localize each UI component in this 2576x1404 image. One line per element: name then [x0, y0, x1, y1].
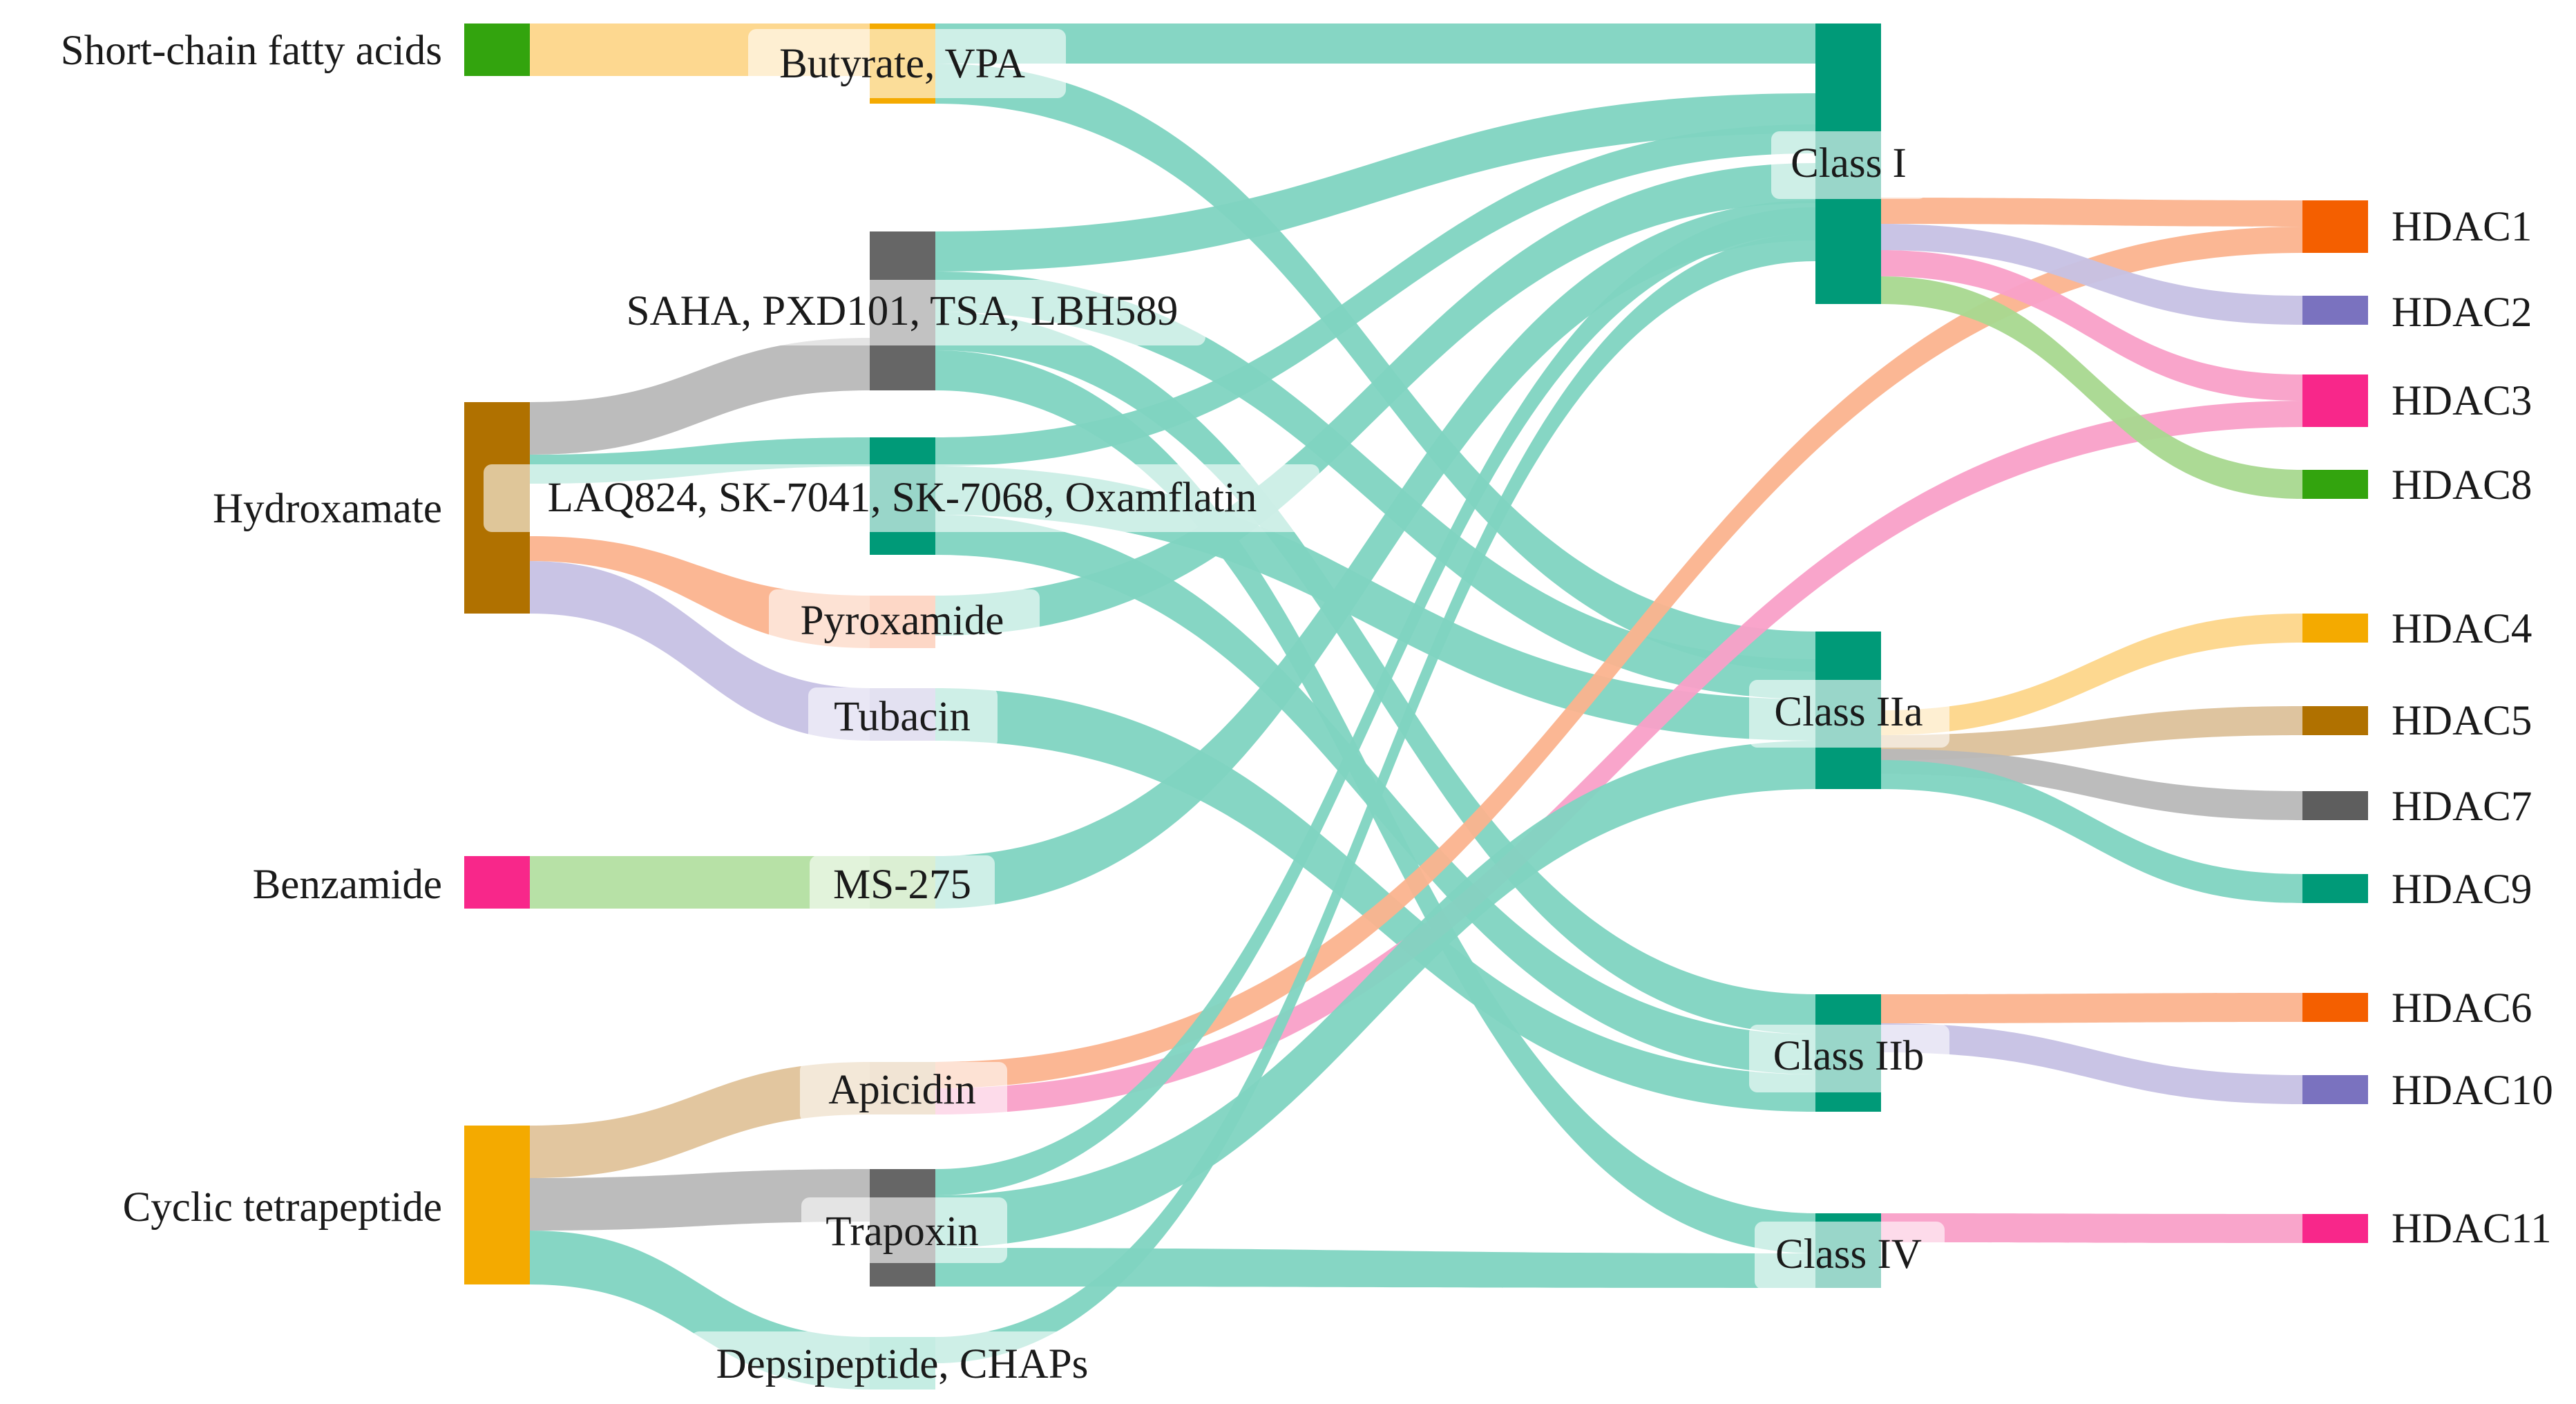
label-apicidin: Apicidin	[828, 1067, 975, 1113]
link-laq-to-c2a	[935, 466, 1815, 741]
link-cyclic-to-trapoxin	[530, 1169, 870, 1231]
label-bg-pyroxamide	[769, 589, 1040, 655]
link-saha-to-c1	[935, 93, 1815, 272]
node-hdac2	[2302, 296, 2368, 325]
label-bg-class-iia	[1749, 680, 1949, 748]
label-benzamide: Benzamide	[253, 862, 442, 908]
link-saha-to-c2b	[935, 312, 1815, 1034]
label-bg-tubacin	[808, 687, 998, 748]
link-c1-to-h8	[1881, 276, 2302, 499]
link-saha-to-c2a	[935, 272, 1815, 699]
link-butyrate-to-c1	[935, 23, 1815, 64]
label-hdac3: HDAC3	[2392, 378, 2532, 424]
label-saha-pxd101-tsa-lbh589: SAHA, PXD101, TSA, LBH589	[627, 288, 1179, 334]
label-pyroxamide: Pyroxamide	[801, 598, 1004, 644]
link-benz-to-ms275	[530, 856, 870, 909]
link-c4-to-h11	[1881, 1213, 2302, 1243]
link-apicidin-to-h3	[935, 401, 2302, 1114]
label-hydroxamate: Hydroxamate	[213, 486, 442, 532]
label-hdac8: HDAC8	[2392, 462, 2532, 509]
node-hdac5	[2302, 706, 2368, 735]
label-bg-saha-pxd101-tsa-lbh589	[604, 280, 1205, 345]
link-depsi-to-c1	[935, 234, 1815, 1363]
link-c1-to-h1	[1881, 198, 2302, 227]
label-tubacin: Tubacin	[834, 694, 971, 740]
link-laq-to-c1	[935, 124, 1815, 466]
node-hdac1	[2302, 200, 2368, 253]
label-ms-275: MS-275	[833, 862, 971, 908]
label-class-iv: Class IV	[1775, 1231, 1922, 1278]
label-bg-laq824-sk-7041-sk-7068-oxamflatin	[484, 464, 1319, 532]
label-hdac2: HDAC2	[2392, 290, 2532, 336]
label-trapoxin: Trapoxin	[826, 1208, 978, 1255]
node-short-chain-fatty-acids	[464, 23, 530, 76]
labels-layer: Short-chain fatty acids Hydroxamate Benzam…	[61, 28, 2553, 1397]
label-bg-class-iib	[1749, 1025, 1949, 1092]
link-c2a-to-h4	[1881, 614, 2302, 735]
link-hydrox-to-tubacin	[530, 561, 870, 741]
link-trapoxin-to-c4	[935, 1248, 1815, 1288]
label-cyclic-tetrapeptide: Cyclic tetrapeptide	[123, 1184, 442, 1231]
link-c2a-to-h7	[1881, 749, 2302, 820]
label-hdac4: HDAC4	[2392, 606, 2532, 652]
label-hdac11: HDAC11	[2392, 1206, 2552, 1252]
label-bg-ms-275	[810, 855, 995, 916]
label-bg-butyrate-vpa	[748, 29, 1066, 98]
label-hdac10: HDAC10	[2392, 1068, 2553, 1114]
node-cyclic-tetrapeptide	[464, 1126, 530, 1284]
label-hdac6: HDAC6	[2392, 985, 2532, 1032]
link-trapoxin-to-c1	[935, 207, 1815, 1195]
link-c2b-to-h6	[1881, 993, 2302, 1023]
link-c2a-to-h5	[1881, 706, 2302, 760]
label-short-chain-fatty-acids: Short-chain fatty acids	[61, 28, 442, 74]
node-hdac11	[2302, 1214, 2368, 1243]
link-butyrate-to-c2a	[935, 64, 1815, 672]
node-benzamide	[464, 856, 530, 909]
label-class-i: Class I	[1791, 140, 1907, 187]
node-hdac7	[2302, 791, 2368, 820]
label-bg-class-i	[1771, 131, 1927, 199]
label-hdac9: HDAC9	[2392, 866, 2532, 913]
node-hdac8	[2302, 470, 2368, 499]
label-laq824-sk-7041-sk-7068-oxamflatin: LAQ824, SK-7041, SK-7068, Oxamflatin	[548, 475, 1257, 521]
link-c2b-to-h10	[1881, 1023, 2302, 1104]
node-hdac3	[2302, 374, 2368, 427]
node-hdac10	[2302, 1075, 2368, 1104]
links-layer	[530, 23, 2302, 1389]
label-bg-apicidin	[800, 1062, 1007, 1123]
link-c2a-to-h9	[1881, 760, 2302, 903]
link-pyrox-to-c1	[935, 163, 1815, 636]
link-trapoxin-to-c2a	[935, 741, 1815, 1248]
label-depsipeptide-chaps: Depsipeptide, CHAPs	[716, 1341, 1089, 1387]
label-bg-trapoxin	[801, 1197, 1007, 1263]
node-hdac9	[2302, 874, 2368, 903]
label-bg-depsipeptide-chaps	[691, 1331, 1116, 1397]
node-hdac4	[2302, 614, 2368, 643]
label-butyrate-vpa: Butyrate, VPA	[779, 41, 1025, 87]
link-apicidin-to-h1	[935, 227, 2302, 1088]
label-hdac1: HDAC1	[2392, 204, 2532, 250]
link-hydrox-to-saha	[530, 338, 870, 455]
link-c1-to-h3	[1881, 250, 2302, 401]
link-c1-to-h2	[1881, 224, 2302, 325]
label-class-iia: Class IIa	[1774, 689, 1923, 735]
label-hdac5: HDAC5	[2392, 698, 2532, 744]
link-ms275-to-c1	[935, 200, 1815, 909]
label-bg-class-iv	[1755, 1222, 1945, 1289]
label-class-iib: Class IIb	[1773, 1033, 1925, 1079]
link-cyclic-to-apicidin	[530, 1062, 870, 1178]
node-hdac6	[2302, 993, 2368, 1022]
label-hdac7: HDAC7	[2392, 784, 2532, 830]
link-tubacin-to-c2b	[935, 688, 1815, 1112]
